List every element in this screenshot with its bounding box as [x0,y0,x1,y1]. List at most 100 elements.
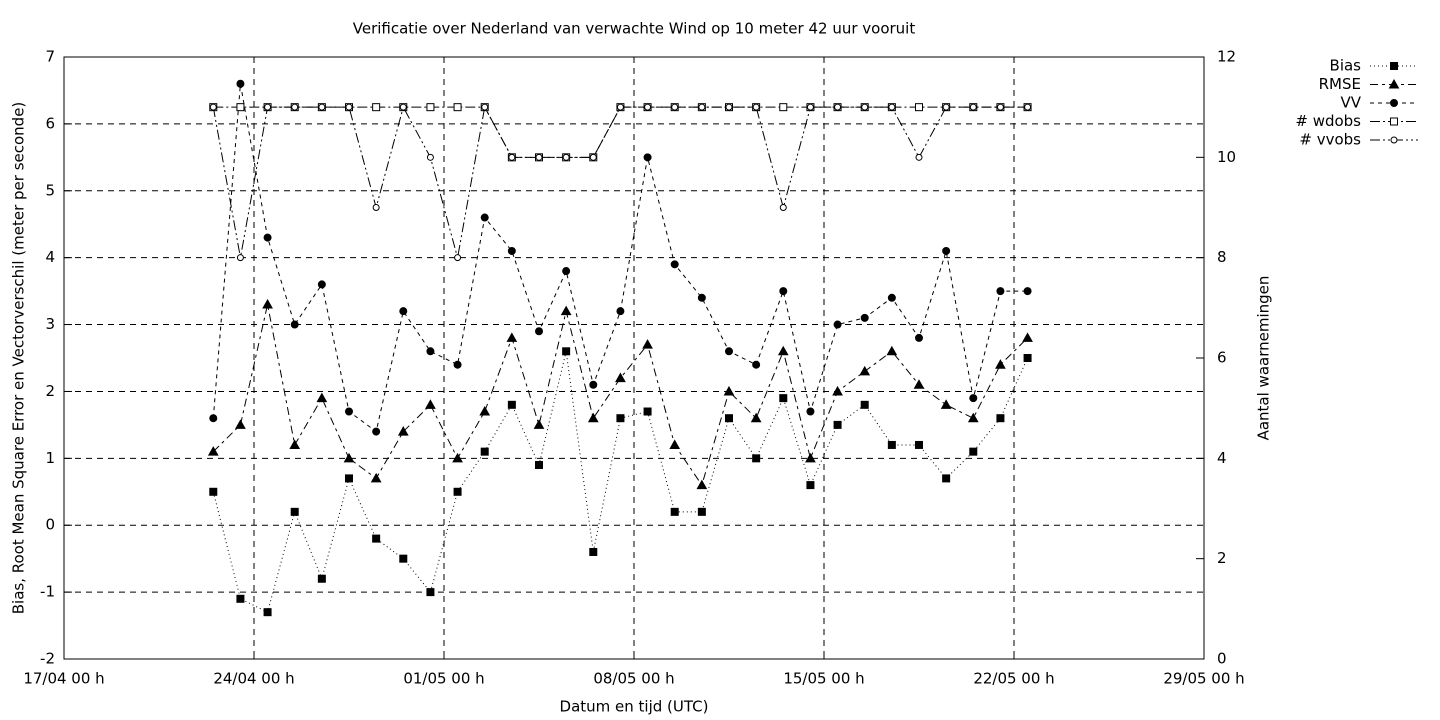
marker [507,400,516,409]
series-line [212,351,1029,613]
marker [888,103,896,111]
marker [996,414,1005,423]
marker [535,153,543,161]
marker [752,360,761,369]
marker [533,419,545,429]
legend-label: RMSE [1319,75,1361,93]
x-tick-label: 01/05 00 h [403,670,484,688]
marker [806,103,814,111]
y-tick-label: 2 [45,382,55,400]
marker [209,414,218,423]
marker [290,320,299,329]
x-tick-label: 29/05 00 h [1163,670,1244,688]
marker [752,454,761,463]
marker [372,103,381,112]
marker [209,103,217,111]
marker [806,407,815,416]
marker [643,153,652,162]
marker [235,419,246,429]
marker [995,359,1006,369]
marker [940,399,952,409]
marker [915,103,923,112]
marker [616,103,624,111]
marker [426,103,435,112]
marker [262,298,273,309]
x-axis-label: Datum en tijd (UTC) [560,698,709,716]
marker [859,365,871,376]
legend-label: # wdobs [1295,112,1361,130]
marker [207,446,219,456]
marker [996,103,1004,111]
marker [915,440,923,449]
marker [291,103,299,111]
x-tick-label: 17/04 00 h [23,670,104,688]
marker [615,372,626,383]
marker [481,103,489,111]
x-tick-label: 15/05 00 h [783,670,864,688]
marker [290,507,299,516]
marker [670,507,679,516]
marker [861,103,869,111]
marker [209,487,218,496]
marker [616,414,625,423]
y-tick-label: 3 [45,315,55,333]
marker [779,287,788,296]
marker [236,594,245,603]
x-tick-label: 08/05 00 h [593,670,674,688]
marker [698,103,706,111]
marker [642,339,653,349]
y-axis-label: Bias, Root Mean Square Error en Vectorve… [10,102,28,615]
legend-marker [1390,136,1398,144]
marker [263,233,272,242]
marker [969,103,977,111]
marker [399,554,408,563]
marker [777,345,789,356]
marker [589,547,598,556]
y-tick-label: -2 [40,650,55,668]
marker [696,479,708,490]
marker [752,103,760,111]
marker [236,103,245,112]
marker [453,360,462,369]
y-tick-label: -1 [40,583,55,601]
y2-tick-label: 0 [1217,650,1227,668]
legend-marker [1390,117,1398,126]
marker [479,405,491,416]
marker [317,574,326,583]
marker [345,474,353,483]
marker [723,385,735,396]
marker [915,333,923,342]
marker [506,332,518,342]
x-tick-label: 24/04 00 h [213,670,294,688]
marker [587,412,599,423]
marker [860,400,869,409]
marker [426,153,434,161]
marker [942,246,951,255]
marker [343,452,355,463]
marker [372,534,381,543]
y2-tick-label: 10 [1217,148,1236,166]
legend-label: # vvobs [1299,131,1361,149]
y2-tick-label: 4 [1217,449,1227,467]
y2-tick-label: 12 [1217,48,1236,66]
marker [832,385,843,396]
marker [697,507,706,516]
marker [805,452,816,463]
marker [370,472,382,483]
marker [236,79,245,88]
marker [316,392,328,403]
marker [589,380,598,389]
y2-tick-label: 8 [1217,248,1227,266]
x-tick-label: 22/05 00 h [973,670,1054,688]
marker [562,347,571,356]
marker [318,103,326,111]
y2-tick-label: 6 [1217,349,1227,367]
marker [671,103,679,111]
marker [263,608,272,617]
marker [397,426,409,436]
marker [915,153,923,161]
marker [833,420,842,429]
marker [535,327,543,336]
marker [779,103,788,112]
marker [589,153,597,161]
